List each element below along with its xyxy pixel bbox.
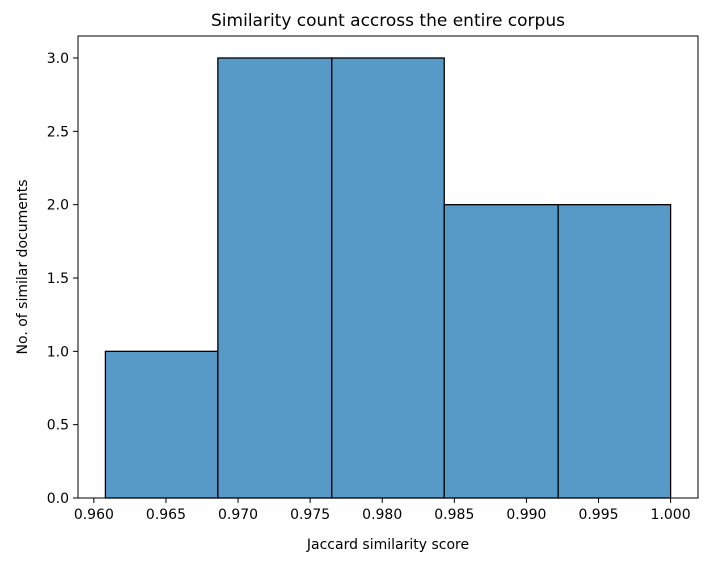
y-tick-label: 2.5 [47,124,69,140]
y-tick-label: 3.0 [47,51,69,67]
y-tick-label: 2.0 [47,198,69,214]
histogram-bar-3 [331,57,445,499]
histogram-bar-2 [217,57,333,499]
y-tick-label: 0.0 [47,491,69,507]
histogram-bar-5 [557,204,672,499]
y-tick-label: 1.5 [47,271,69,287]
x-tick-label: 0.985 [434,507,474,523]
x-tick-label: 0.960 [74,507,114,523]
x-axis-ticks: 0.960 0.965 0.970 0.975 0.980 0.985 0.990 0.995… [74,498,691,523]
plot-frame [77,35,699,499]
x-tick-label: 0.990 [506,507,546,523]
x-tick-label: 0.975 [290,507,330,523]
x-tick-label: 0.970 [218,507,258,523]
chart-title: Similarity count accross the entire corp… [211,11,565,31]
y-tick-label: 0.5 [47,418,69,434]
y-axis-title: No. of similar documents [15,180,31,355]
x-tick-label: 0.995 [578,507,618,523]
x-tick-label: 1.000 [651,507,691,523]
x-tick-label: 0.965 [146,507,186,523]
y-tick-label: 1.0 [47,344,69,360]
bars-layer [104,57,672,499]
x-tick-label: 0.980 [362,507,402,523]
x-axis-title: Jaccard similarity score [306,537,469,553]
histogram-bar-1 [104,350,219,499]
histogram-bar-4 [443,204,559,499]
y-axis-ticks: 0.0 0.5 1.0 1.5 2.0 2.5 3.0 [47,51,78,507]
